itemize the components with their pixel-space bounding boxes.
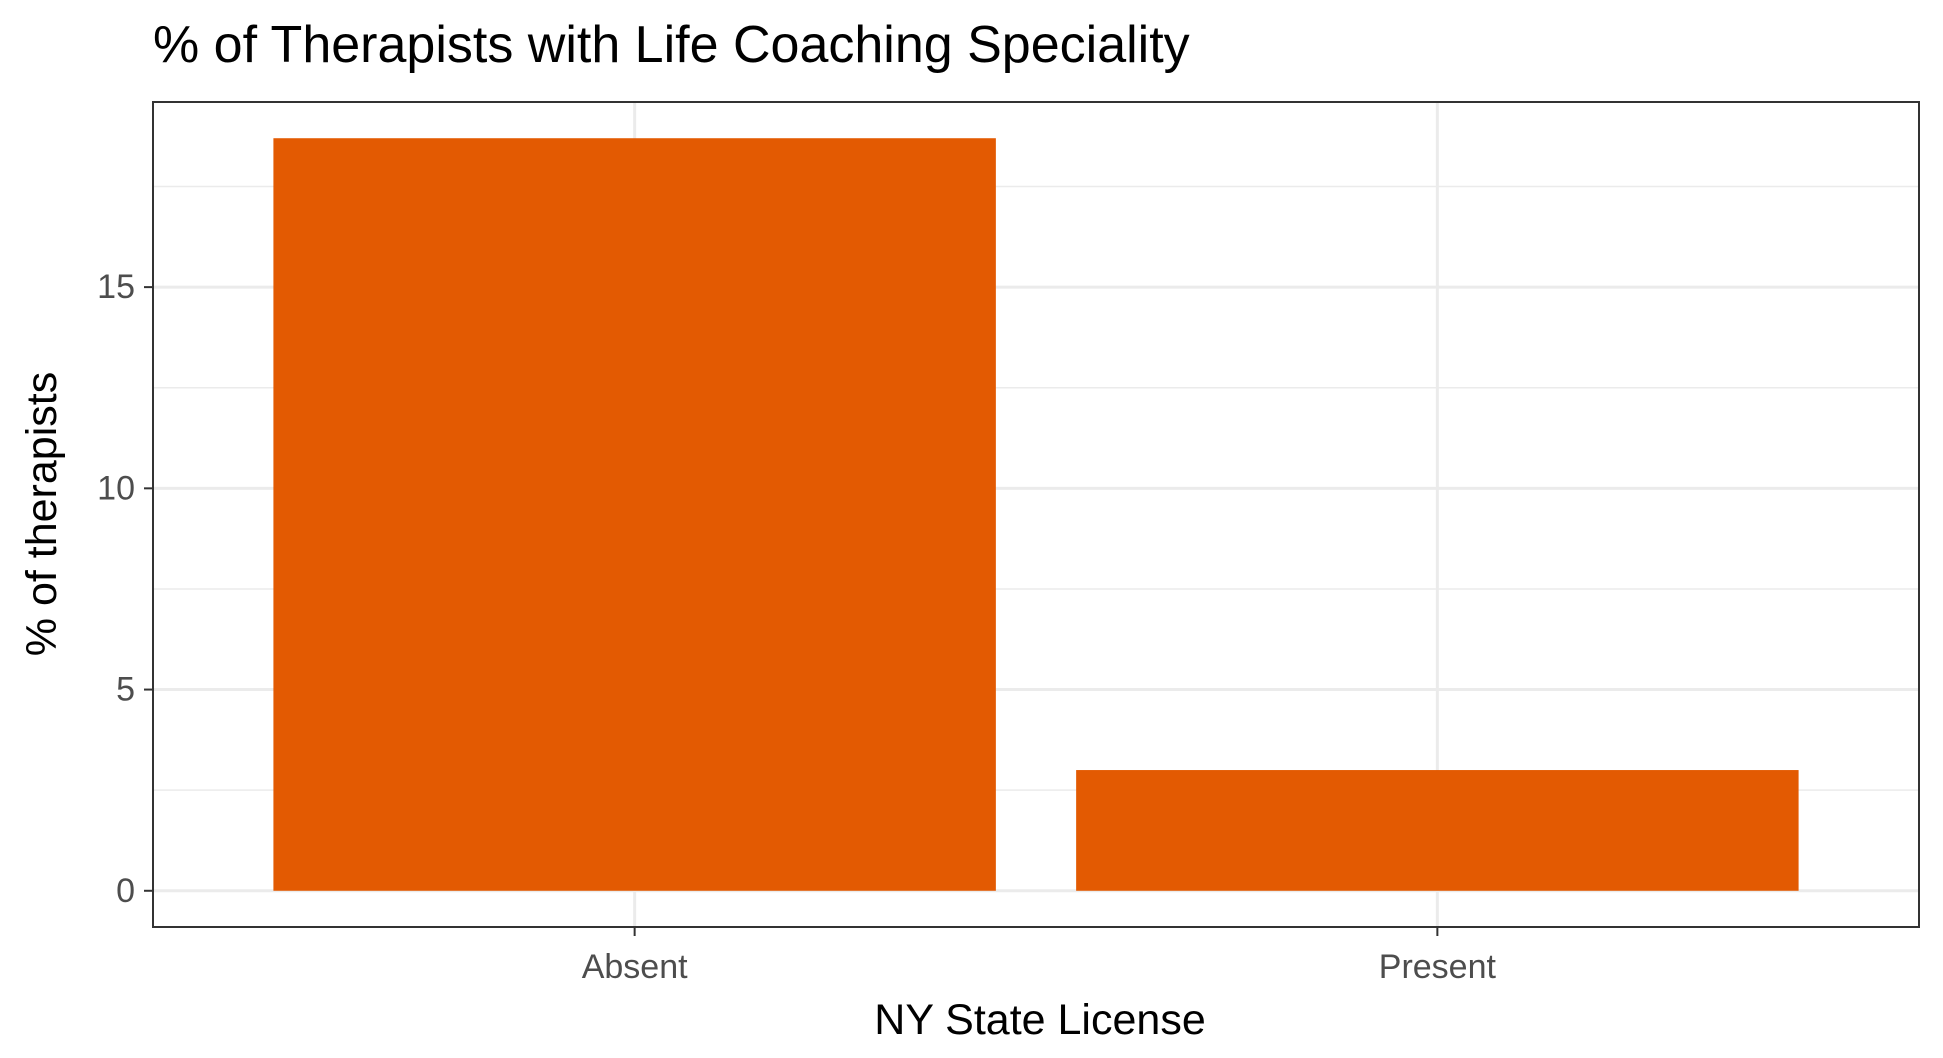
y-axis: 0 5 10 15: [97, 268, 153, 910]
bar-absent: [273, 138, 996, 891]
y-tick-label: 15: [97, 268, 135, 306]
x-tick-label-present: Present: [1379, 948, 1497, 986]
plot-area: [152, 101, 1920, 928]
y-tick-label: 10: [97, 469, 135, 507]
x-tick-label-absent: Absent: [582, 948, 688, 986]
bar-present: [1076, 770, 1799, 891]
plot-panel-border: [152, 101, 1920, 928]
bars: [273, 138, 1799, 891]
x-axis-title: NY State License: [874, 996, 1205, 1044]
x-axis: Absent Present: [582, 927, 1497, 986]
y-axis-title: % of therapists: [18, 372, 66, 656]
chart-title: % of Therapists with Life Coaching Speci…: [153, 16, 1190, 74]
y-tick-label: 0: [116, 872, 135, 910]
y-tick-label: 5: [116, 671, 135, 709]
